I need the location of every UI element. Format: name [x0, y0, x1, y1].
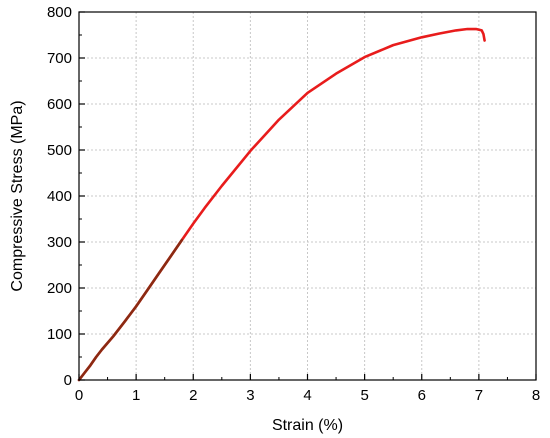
x-tick-label: 6: [418, 387, 426, 404]
series-line-1: [77, 238, 184, 382]
x-tick-label: 0: [75, 387, 83, 404]
y-tick-label: 0: [64, 372, 72, 389]
axis-ticks: [78, 11, 537, 381]
x-axis-title: Strain (%): [272, 417, 343, 434]
grid: [78, 11, 537, 381]
x-tick-labels: 0 1 2 3 4 5 6 7 8: [75, 387, 540, 404]
y-tick-labels: 0 100 200 300 400 500 600 700 800: [47, 4, 72, 389]
y-tick-label: 500: [47, 142, 72, 159]
y-tick-label: 100: [47, 326, 72, 343]
x-tick-label: 2: [189, 387, 197, 404]
series-line-0: [77, 27, 486, 382]
x-tick-label: 1: [132, 387, 140, 404]
y-tick-label: 700: [47, 50, 72, 67]
x-tick-label: 7: [475, 387, 483, 404]
y-tick-label: 400: [47, 188, 72, 205]
y-tick-label: 200: [47, 280, 72, 297]
data-series: [77, 27, 486, 382]
x-tick-label: 5: [360, 387, 368, 404]
y-tick-label: 800: [47, 4, 72, 21]
x-tick-label: 3: [246, 387, 254, 404]
y-axis-title: Compressive Stress (MPa): [9, 100, 26, 291]
x-tick-label: 8: [532, 387, 540, 404]
y-tick-label: 600: [47, 96, 72, 113]
x-tick-label: 4: [303, 387, 311, 404]
y-tick-label: 300: [47, 234, 72, 251]
